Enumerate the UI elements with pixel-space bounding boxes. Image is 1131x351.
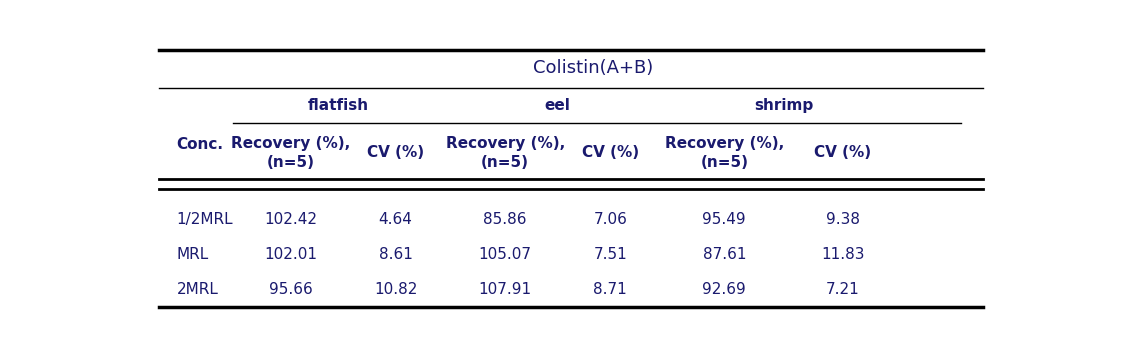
Text: 87.61: 87.61	[702, 247, 746, 262]
Text: Colistin(A+B): Colistin(A+B)	[533, 59, 653, 77]
Text: 2MRL: 2MRL	[176, 282, 218, 297]
Text: Recovery (%),
(n=5): Recovery (%), (n=5)	[231, 135, 349, 170]
Text: 8.61: 8.61	[379, 247, 413, 262]
Text: 95.49: 95.49	[702, 212, 746, 227]
Text: 9.38: 9.38	[826, 212, 860, 227]
Text: 10.82: 10.82	[374, 282, 417, 297]
Text: Recovery (%),
(n=5): Recovery (%), (n=5)	[665, 135, 784, 170]
Text: flatfish: flatfish	[308, 98, 369, 113]
Text: 7.21: 7.21	[826, 282, 860, 297]
Text: 102.42: 102.42	[264, 212, 317, 227]
Text: 8.71: 8.71	[594, 282, 628, 297]
Text: CV (%): CV (%)	[814, 145, 871, 160]
Text: 92.69: 92.69	[702, 282, 746, 297]
Text: Recovery (%),
(n=5): Recovery (%), (n=5)	[446, 135, 564, 170]
Text: CV (%): CV (%)	[366, 145, 424, 160]
Text: 105.07: 105.07	[478, 247, 532, 262]
Text: eel: eel	[545, 98, 571, 113]
Text: shrimp: shrimp	[754, 98, 813, 113]
Text: 1/2MRL: 1/2MRL	[176, 212, 233, 227]
Text: 85.86: 85.86	[483, 212, 527, 227]
Text: 102.01: 102.01	[264, 247, 317, 262]
Text: MRL: MRL	[176, 247, 209, 262]
Text: 11.83: 11.83	[821, 247, 864, 262]
Text: 7.51: 7.51	[594, 247, 628, 262]
Text: 4.64: 4.64	[379, 212, 413, 227]
Text: Conc.: Conc.	[176, 137, 224, 152]
Text: 95.66: 95.66	[268, 282, 312, 297]
Text: 7.06: 7.06	[594, 212, 628, 227]
Text: CV (%): CV (%)	[581, 145, 639, 160]
Text: 107.91: 107.91	[478, 282, 532, 297]
